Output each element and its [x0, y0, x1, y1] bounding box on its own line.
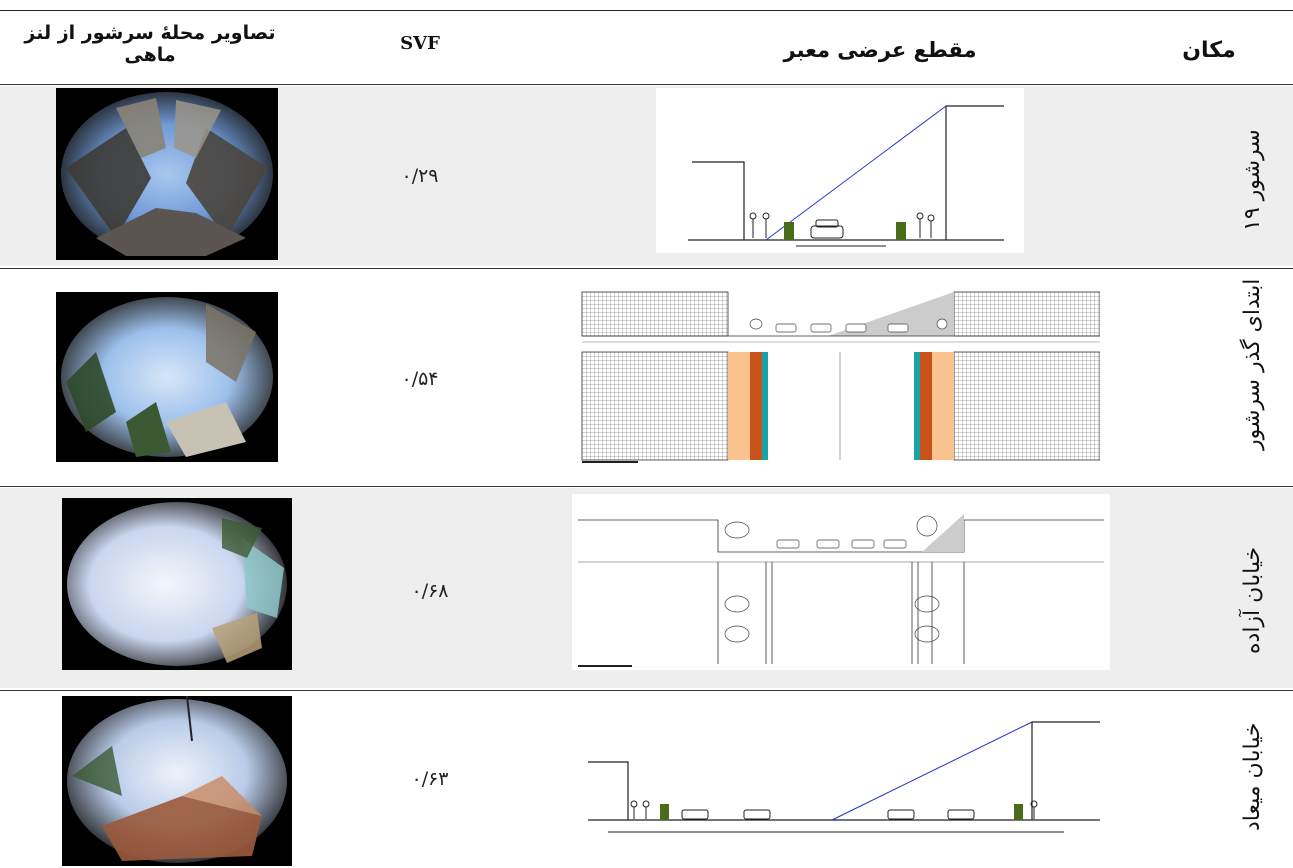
fisheye-photo [56, 292, 278, 462]
fisheye-photo [62, 696, 292, 866]
header-svf: SVF [400, 33, 440, 54]
table-top-rule [0, 10, 1293, 11]
street-section-drawing [572, 494, 1110, 670]
header-photo: تصاویر محلهٔ سرشور از لنز ماهی [24, 22, 276, 66]
street-section-drawing [656, 88, 1024, 253]
place-cell: خیابان آزاده [1240, 546, 1265, 654]
street-section-drawing [584, 716, 1104, 852]
place-cell: سرشور ۱۹ [1240, 129, 1265, 231]
row-rule [0, 690, 1293, 691]
svf-cell: ۰/۲۹ [401, 165, 439, 187]
place-cell: ابتدای گذر سرشور [1240, 278, 1265, 450]
fisheye-photo [62, 498, 292, 670]
header-section: مقطع عرضی معبر [783, 38, 977, 62]
row-rule [0, 268, 1293, 269]
header-place: مکان [1182, 38, 1236, 63]
svf-cell: ۰/۶۳ [411, 768, 449, 790]
street-section-drawing [578, 272, 1100, 468]
place-cell: خیابان میعاد [1240, 722, 1265, 832]
svf-cell: ۰/۶۸ [411, 580, 449, 602]
header-rule [0, 84, 1293, 85]
fisheye-photo [56, 88, 278, 260]
row-rule [0, 486, 1293, 487]
svf-cell: ۰/۵۴ [401, 368, 439, 390]
